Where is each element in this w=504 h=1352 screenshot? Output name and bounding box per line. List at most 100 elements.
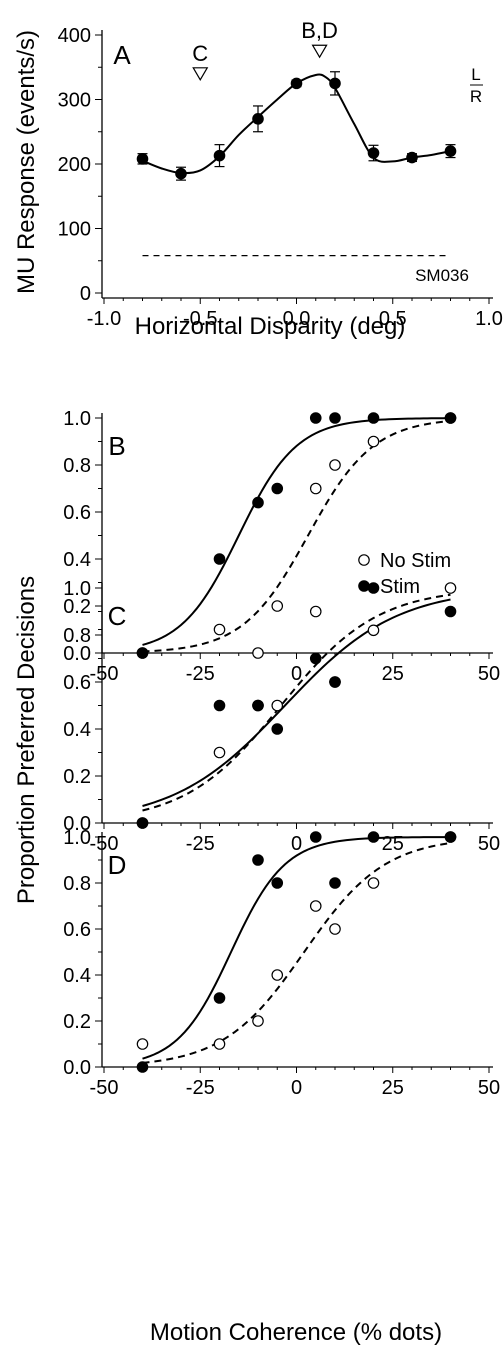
stim-data-point bbox=[309, 652, 322, 665]
y-tick-label: 0.0 bbox=[63, 813, 91, 835]
stim-data-point bbox=[271, 723, 284, 735]
y-tick-label: 0.4 bbox=[63, 719, 91, 741]
no-stim-data-point bbox=[136, 1038, 149, 1050]
eye-label-right: R bbox=[470, 87, 482, 106]
annotation-label: B,D bbox=[301, 18, 338, 43]
x-tick-label: 1.0 bbox=[475, 308, 503, 330]
no-stim-data-point bbox=[309, 482, 322, 495]
no-stim-data-point bbox=[213, 746, 226, 759]
data-point bbox=[136, 153, 149, 165]
x-tick-label: -50 bbox=[90, 663, 119, 685]
no-stim-data-point bbox=[367, 624, 380, 637]
y-tick-label: 0.6 bbox=[63, 502, 91, 524]
x-tick-label: 25 bbox=[382, 1077, 404, 1099]
y-tick-label: 0.8 bbox=[63, 455, 91, 477]
stim-data-point bbox=[213, 992, 226, 1004]
site-label: SM036 bbox=[415, 266, 469, 285]
no-stim-fit-curve bbox=[142, 842, 451, 1064]
legend-stim-marker bbox=[358, 580, 370, 592]
annotation-label: C bbox=[192, 41, 208, 66]
y-tick-label: 0.2 bbox=[63, 766, 91, 788]
y-tick-label: 300 bbox=[58, 90, 91, 112]
no-stim-data-point bbox=[271, 969, 284, 981]
no-stim-data-point bbox=[271, 699, 284, 712]
stim-data-point bbox=[213, 553, 226, 565]
y-tick-label: 1.0 bbox=[63, 408, 91, 430]
no-stim-data-point bbox=[213, 623, 226, 636]
data-point bbox=[406, 151, 418, 164]
no-stim-data-point bbox=[367, 435, 380, 448]
legend-no-stim-marker bbox=[358, 554, 370, 566]
x-tick-label: 25 bbox=[382, 663, 404, 685]
x-tick-label: 0 bbox=[291, 1077, 302, 1099]
no-stim-data-point bbox=[309, 605, 322, 618]
y-tick-label: 0.6 bbox=[63, 672, 91, 694]
y-tick-label: 0 bbox=[80, 283, 91, 305]
data-point bbox=[290, 77, 303, 90]
stim-data-point bbox=[136, 647, 149, 659]
x-axis-title-bottom: Motion Coherence (% dots) bbox=[150, 1319, 442, 1346]
panel-d: -50 -25 0 25 50 0.0 0.2 0.4 0.6 0.8 1.0 D bbox=[63, 827, 500, 1099]
data-point bbox=[329, 77, 341, 90]
stim-data-point bbox=[136, 1061, 149, 1073]
legend-no-stim-label: No Stim bbox=[380, 550, 451, 572]
x-tick-label: 0 bbox=[291, 663, 302, 685]
data-point bbox=[252, 113, 264, 125]
x-tick-label: -25 bbox=[186, 663, 215, 685]
y-tick-label: 0.0 bbox=[63, 1057, 91, 1079]
y-tick-label: 0.0 bbox=[63, 643, 91, 665]
stim-data-point bbox=[271, 482, 284, 495]
x-tick-label: -50 bbox=[90, 833, 119, 855]
shared-y-axis-title: Proportion Preferred Decisions bbox=[13, 576, 40, 904]
no-stim-data-point bbox=[329, 459, 341, 471]
x-tick-label: 50 bbox=[478, 663, 500, 685]
stim-data-point bbox=[444, 412, 457, 424]
x-tick-label: 25 bbox=[382, 833, 404, 855]
data-point bbox=[444, 145, 457, 157]
stim-fit-curve bbox=[142, 836, 451, 1060]
panel-letter-d: D bbox=[108, 850, 127, 880]
stim-data-point bbox=[252, 854, 264, 866]
y-tick-label: 1.0 bbox=[63, 578, 91, 600]
y-tick-label: 100 bbox=[58, 219, 91, 241]
no-stim-data-point bbox=[329, 923, 341, 935]
x-tick-label: 0.0 bbox=[283, 308, 311, 330]
data-point bbox=[367, 147, 380, 159]
x-tick-label: -25 bbox=[186, 833, 215, 855]
x-tick-label: 0 bbox=[291, 833, 302, 855]
panel-letter-c: C bbox=[108, 601, 127, 631]
y-tick-label: 0.6 bbox=[63, 919, 91, 941]
shared-labels: Proportion Preferred Decisions Motion Coh… bbox=[13, 576, 442, 1346]
stim-data-point bbox=[367, 831, 380, 843]
stim-data-point bbox=[367, 582, 380, 594]
x-tick-label: -25 bbox=[186, 1077, 215, 1099]
y-axis-title: MU Response (events/s) bbox=[13, 30, 40, 294]
no-stim-data-point bbox=[444, 582, 457, 594]
y-tick-label: 0.8 bbox=[63, 625, 91, 647]
stim-data-point bbox=[213, 699, 226, 712]
no-stim-data-point bbox=[309, 900, 322, 912]
panel-a: -1.0 -0.5 0.0 0.5 1.0 0 100 200 300 400 C B,D A LR SM0… bbox=[13, 18, 503, 340]
x-axis-title: Horizontal Disparity (deg) bbox=[135, 313, 406, 340]
stim-data-point bbox=[329, 676, 341, 688]
panel-b: -50 -25 0 25 50 0.0 0.2 0.4 0.6 0.8 1.0 B No Stim Sti… bbox=[63, 408, 500, 685]
stim-data-point bbox=[444, 605, 457, 618]
y-tick-label: 0.2 bbox=[63, 1011, 91, 1033]
stim-data-point bbox=[252, 699, 264, 712]
no-stim-data-point bbox=[252, 1015, 264, 1027]
stim-data-point bbox=[329, 877, 341, 889]
no-stim-data-point bbox=[252, 647, 264, 659]
panel-c: -50 -25 0 25 50 0.0 0.2 0.4 0.6 0.8 1.0 C bbox=[63, 578, 500, 855]
data-point bbox=[213, 149, 226, 162]
y-tick-label: 400 bbox=[58, 25, 91, 47]
x-tick-label: 0.5 bbox=[379, 308, 407, 330]
stim-data-point bbox=[444, 831, 457, 843]
eye-label-left: L bbox=[471, 65, 480, 84]
y-tick-label: 1.0 bbox=[63, 827, 91, 849]
panel-letter-b: B bbox=[108, 431, 125, 461]
x-tick-label: 50 bbox=[478, 833, 500, 855]
stim-data-point bbox=[252, 496, 264, 509]
no-stim-data-point bbox=[271, 600, 284, 612]
stim-fit-curve bbox=[142, 598, 451, 807]
